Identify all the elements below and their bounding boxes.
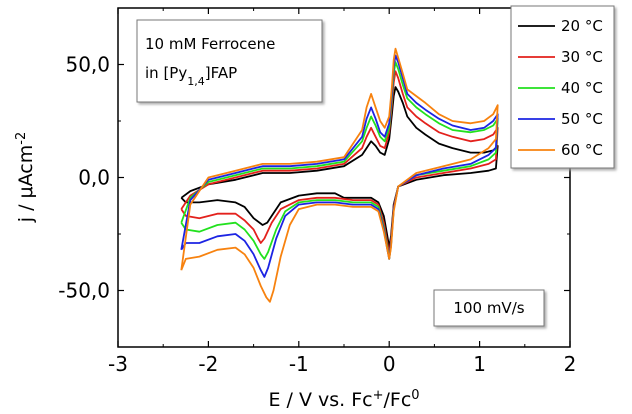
y-tick-label: 0,0 — [78, 166, 110, 190]
y-axis-title-sup: -2 — [14, 132, 29, 145]
y-tick-label: -50,0 — [58, 279, 110, 303]
x-tick-label: -2 — [198, 352, 218, 376]
series-curve-4 — [180, 47, 499, 303]
series-curve-0 — [180, 86, 499, 249]
x-axis-title: E / V vs. Fc+/Fc0 — [268, 388, 419, 412]
x-tick-label: 1 — [473, 352, 486, 376]
legend-label: 30 °C — [561, 48, 603, 66]
legend-label: 40 °C — [561, 79, 603, 97]
sample-annotation-box — [136, 19, 323, 103]
sample-annotation-line2-end: ]FAP — [205, 64, 237, 82]
legend-items: 20 °C 30 °C 40 °C 50 °C 60 °C — [518, 17, 603, 159]
x-tick-label: 2 — [564, 352, 577, 376]
x-axis-title-main: E / V vs. Fc — [268, 389, 372, 411]
legend: 20 °C 30 °C 40 °C 50 °C 60 °C — [510, 5, 615, 169]
x-axis-title-mid: /Fc — [383, 389, 411, 411]
y-axis-title: j / μAcm-2 — [14, 132, 38, 223]
axis-tick-labels: -3 -2 -1 0 1 2 50,0 0,0 -50,0 — [58, 53, 576, 377]
x-axis-title-sup2: 0 — [411, 388, 419, 403]
legend-box — [510, 5, 615, 169]
x-axis-title-sup1: + — [373, 388, 384, 403]
sample-annotation-line2-main: in [Py — [145, 64, 187, 82]
y-axis-title-main: j / μAcm — [15, 145, 37, 223]
scan-rate-label: 100 mV/s — [453, 299, 524, 317]
scan-rate-annotation: 100 mV/s — [433, 289, 545, 327]
sample-annotation: 10 mM Ferrocene in [Py1,4]FAP — [136, 19, 323, 103]
x-tick-label: 0 — [383, 352, 396, 376]
legend-label: 50 °C — [561, 110, 603, 128]
sample-annotation-line2: in [Py1,4]FAP — [145, 64, 237, 88]
series-layer — [180, 47, 499, 303]
y-tick-label: 50,0 — [65, 53, 110, 77]
sample-annotation-line1: 10 mM Ferrocene — [145, 35, 275, 53]
legend-label: 60 °C — [561, 141, 603, 159]
x-tick-label: -3 — [108, 352, 128, 376]
sample-annotation-line2-sub: 1,4 — [187, 75, 205, 88]
scan-rate-box — [433, 289, 545, 327]
legend-label: 20 °C — [561, 17, 603, 35]
x-tick-label: -1 — [289, 352, 309, 376]
